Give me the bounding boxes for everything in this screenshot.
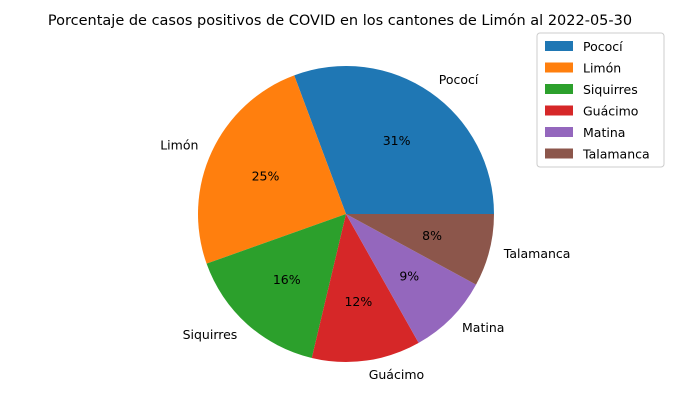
pie-slices <box>197 65 494 362</box>
pie-slice-pococi <box>294 65 494 214</box>
legend-swatch-pococi <box>545 41 573 51</box>
slice-labels: Pococí 31% Limón 25% Siquirres 16% Guácimo 12% M… <box>160 72 570 382</box>
slice-label-limon: Limón <box>160 137 198 152</box>
legend-swatch-matina <box>545 127 573 137</box>
legend-label-pococi: Pococí <box>583 39 623 54</box>
legend-label-guacimo: Guácimo <box>583 104 638 119</box>
slice-label-guacimo: Guácimo <box>369 367 424 382</box>
legend-label-siquirres: Siquirres <box>583 82 638 97</box>
legend-swatch-limon <box>545 62 573 73</box>
slice-label-talamanca: Talamanca <box>503 246 571 261</box>
pie-slice-guacimo <box>311 214 419 362</box>
slice-label-siquirres: Siquirres <box>183 327 238 342</box>
pct-label-guacimo: 12% <box>344 294 372 309</box>
pie-slice-talamanca <box>346 214 494 285</box>
pct-label-limon: 25% <box>252 169 280 184</box>
legend: Pococí Limón Siquirres Guácimo Matina Talaman… <box>536 32 665 168</box>
legend-swatch-talamanca <box>545 148 573 159</box>
pct-label-talamanca: 8% <box>422 228 442 243</box>
chart-title: Porcentaje de casos positivos de COVID e… <box>48 13 632 29</box>
pct-label-siquirres: 16% <box>273 272 301 287</box>
pct-label-matina: 9% <box>399 268 419 283</box>
legend-label-limon: Limón <box>583 61 621 76</box>
slice-label-pococi: Pococí <box>439 72 479 87</box>
legend-label-talamanca: Talamanca <box>582 147 650 162</box>
pie-slice-siquirres <box>206 214 346 358</box>
pie-slice-limon <box>197 75 346 264</box>
legend-label-matina: Matina <box>583 125 625 140</box>
legend-swatch-guacimo <box>545 105 573 116</box>
legend-swatch-siquirres <box>545 84 573 94</box>
slice-label-matina: Matina <box>462 320 504 335</box>
pie-slice-matina <box>346 214 477 343</box>
pct-label-pococi: 31% <box>383 133 411 148</box>
